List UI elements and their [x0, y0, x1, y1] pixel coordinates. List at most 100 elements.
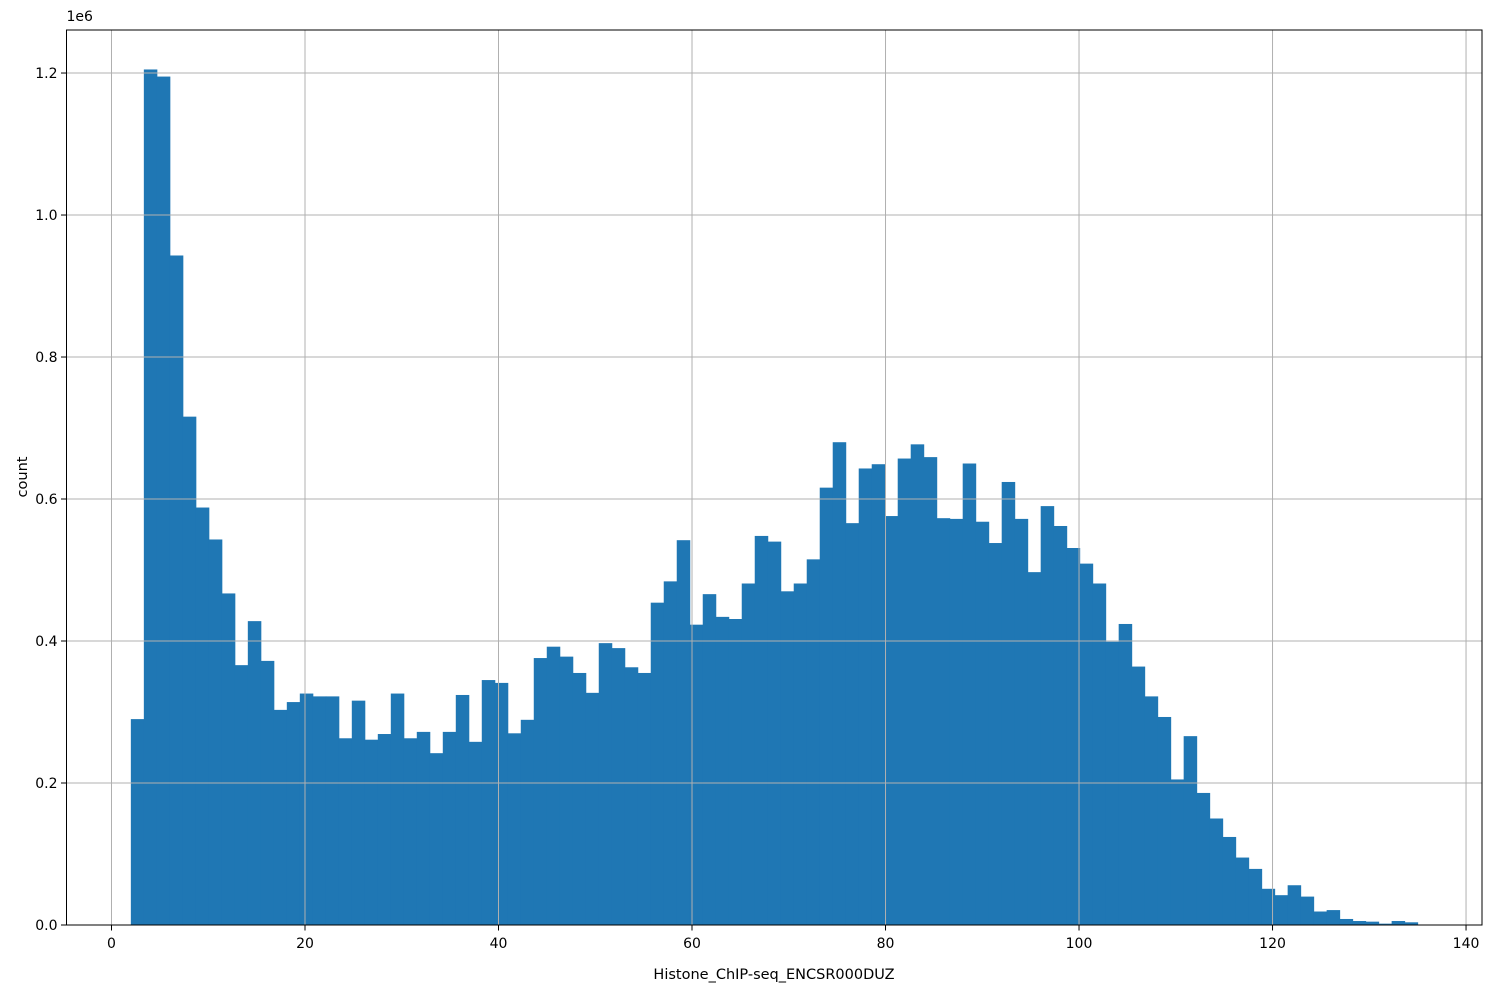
- histogram-bar: [312, 696, 327, 925]
- histogram-bar: [637, 672, 652, 925]
- histogram-bar: [1222, 836, 1237, 925]
- histogram-bar: [1014, 518, 1029, 925]
- plot-border: [66, 29, 1483, 926]
- histogram-bar: [871, 464, 886, 925]
- histogram-bar: [208, 539, 223, 925]
- y-tick-label: 0.6: [35, 492, 57, 508]
- x-axis-label: Histone_ChIP-seq_ENCSR000DUZ: [653, 967, 894, 983]
- histogram-bar: [702, 594, 717, 925]
- histogram-bar: [182, 416, 197, 925]
- histogram-bar: [754, 535, 769, 925]
- y-axis-offset-label: 1e6: [67, 9, 94, 25]
- histogram-bar: [143, 69, 158, 926]
- histogram-bar: [156, 76, 171, 925]
- x-tick-label: 100: [1066, 936, 1093, 952]
- histogram-bar: [325, 696, 340, 925]
- histogram-bar: [468, 741, 483, 925]
- histogram-bar: [247, 621, 262, 925]
- histogram-bar: [1157, 716, 1172, 925]
- histogram-bar: [221, 593, 236, 925]
- y-tick-label: 0.8: [35, 350, 57, 366]
- histogram-bar: [533, 658, 548, 925]
- x-tick-label: 60: [683, 936, 701, 952]
- histogram-bar: [780, 591, 795, 925]
- histogram-bar: [416, 731, 431, 925]
- histogram-bar: [1079, 563, 1094, 925]
- histogram-bar: [728, 619, 743, 925]
- histogram-bar: [1170, 779, 1185, 925]
- histogram-bar: [1235, 857, 1250, 925]
- histogram-bar: [741, 583, 756, 925]
- ticks-group: [61, 72, 1467, 931]
- histogram-bar: [1209, 818, 1224, 925]
- histogram-bar: [169, 255, 184, 926]
- histogram-bar: [1027, 572, 1042, 925]
- histogram-bar: [1339, 918, 1354, 925]
- histogram-bar: [689, 624, 704, 925]
- histogram-bar: [793, 583, 808, 925]
- histogram-bar: [1313, 911, 1328, 925]
- histogram-bar: [676, 540, 691, 925]
- histogram-bar: [351, 700, 366, 925]
- histogram-bar: [299, 693, 314, 925]
- histogram-bar: [1183, 736, 1198, 925]
- y-tick-label: 1.2: [35, 66, 57, 82]
- histogram-bar: [988, 543, 1003, 925]
- y-axis-label: count: [15, 456, 31, 497]
- histogram-bar: [975, 521, 990, 925]
- x-tick-label: 40: [490, 936, 508, 952]
- histogram-bar: [624, 667, 639, 925]
- y-tick-label: 0.0: [35, 918, 57, 934]
- histogram-bar: [1040, 506, 1055, 925]
- histogram-bar: [845, 523, 860, 925]
- histogram-bar: [507, 733, 522, 925]
- histogram-bar: [858, 468, 873, 925]
- x-tick-label: 80: [877, 936, 895, 952]
- histogram-bar: [572, 672, 587, 925]
- histogram-bar: [897, 458, 912, 925]
- histogram-bar: [1378, 923, 1393, 925]
- histogram-bar: [949, 518, 964, 925]
- y-tick-label: 0.2: [35, 776, 57, 792]
- histogram-bar: [364, 739, 379, 925]
- y-tick-label: 1.0: [35, 208, 57, 224]
- histogram-bar: [1053, 525, 1068, 925]
- histogram-bar: [403, 738, 418, 925]
- histogram-bar: [481, 680, 496, 925]
- x-tick-label: 0: [107, 936, 116, 952]
- y-tick-label: 0.4: [35, 634, 57, 650]
- histogram-bar: [806, 559, 821, 925]
- histogram-bar: [1196, 792, 1211, 925]
- x-tick-label: 120: [1259, 936, 1286, 952]
- histogram-bar: [1144, 696, 1159, 925]
- histogram-bar: [286, 702, 301, 925]
- histogram-bar: [429, 753, 444, 925]
- histogram-bar: [962, 463, 977, 925]
- histogram-bar: [390, 693, 405, 925]
- histogram-bar: [611, 648, 626, 925]
- histogram-bar: [546, 646, 561, 925]
- histogram-bar: [195, 507, 210, 925]
- histogram-bar: [585, 692, 600, 925]
- histogram-bar: [832, 442, 847, 925]
- histogram-bar: [598, 643, 613, 925]
- histogram-bar: [520, 719, 535, 925]
- histogram-bar: [715, 616, 730, 925]
- histogram-bar: [1274, 895, 1289, 925]
- histogram-bar: [936, 518, 951, 925]
- histogram-bar: [884, 516, 899, 925]
- histogram-bar: [455, 694, 470, 925]
- histogram-bar: [130, 719, 145, 925]
- histogram-bar: [1001, 481, 1016, 925]
- histogram-bar: [1131, 666, 1146, 925]
- histogram-bar: [923, 457, 938, 925]
- histogram-bar: [650, 602, 665, 925]
- histogram-bar: [1092, 583, 1107, 925]
- x-tick-label: 20: [296, 936, 314, 952]
- histogram-bar: [273, 709, 288, 925]
- histogram-bar: [663, 581, 678, 925]
- histogram-bar: [1261, 888, 1276, 925]
- histogram-bar: [1326, 910, 1341, 925]
- histogram-bar: [1118, 623, 1133, 925]
